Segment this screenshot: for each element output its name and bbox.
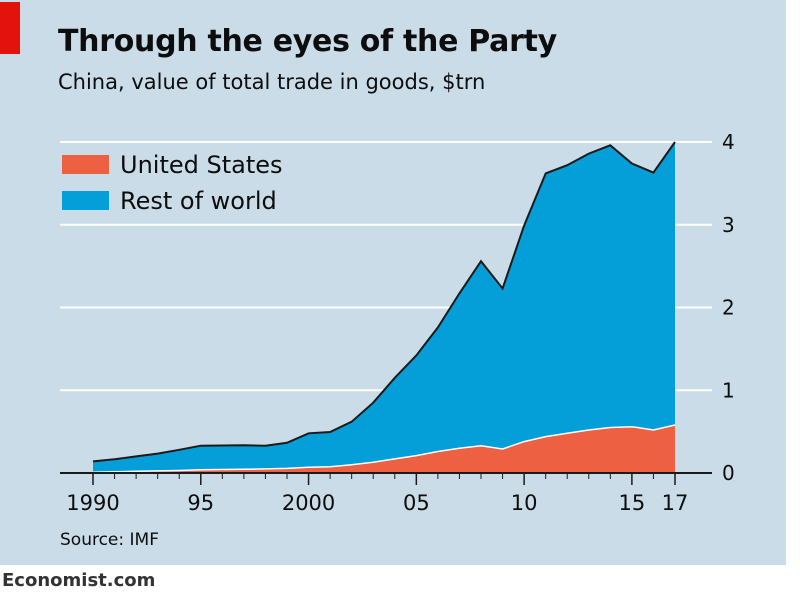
legend-label-united-states: United States [120,151,283,179]
chart-title: Through the eyes of the Party [58,24,557,59]
y-tick-label: 2 [722,296,735,320]
united-states-outline [92,424,676,473]
x-tick-label: 2000 [282,491,335,515]
x-tick-label: 15 [619,491,646,515]
area-rest-of-world [93,142,675,473]
legend: United States Rest of world [62,151,283,215]
x-tick-label: 95 [187,491,214,515]
y-tick-label: 1 [722,378,735,402]
axes: 1990 95 2000 05 10 15 17 0 1 2 3 4 [60,130,735,515]
x-tick-label: 10 [511,491,538,515]
x-tick-label: 17 [662,491,689,515]
x-tick-label: 1990 [66,491,119,515]
legend-label-rest-of-world: Rest of world [120,187,277,215]
brand-red-tag [0,2,20,54]
y-tick-label: 0 [722,461,735,485]
area-united-states [93,425,675,473]
legend-swatch-rest-of-world [62,191,109,210]
source-note: Source: IMF [60,530,159,550]
y-tick-label: 3 [722,213,735,237]
total-outline [92,141,676,463]
economist-footer: Economist.com [2,570,156,591]
legend-swatch-united-states [62,155,109,174]
y-tick-label: 4 [722,130,735,154]
chart-subtitle: China, value of total trade in goods, $t… [58,70,486,94]
areas [92,141,676,473]
x-tick-label: 05 [403,491,430,515]
